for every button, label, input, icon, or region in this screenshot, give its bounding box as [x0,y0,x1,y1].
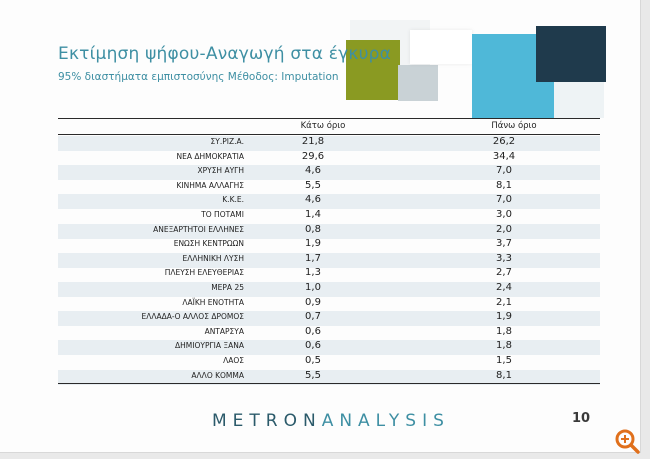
page-number: 10 [572,411,591,426]
lower-bound-value: 1,4 [305,209,321,220]
party-name: ΜΕΡΑ 25 [211,283,244,292]
table-row: ΔΗΜΙΟΥΡΓΙΑ ΞΑΝΑ 0,6 1,8 [58,340,600,356]
party-name: ΕΛΛΗΝΙΚΗ ΛΥΣΗ [182,253,245,263]
decorative-square-olive [346,40,400,100]
lower-bound-value: 1,0 [305,282,321,293]
decorative-square-grey [398,65,438,101]
party-name: ΛΑΪΚΗ ΕΝΟΤΗΤΑ [182,297,244,307]
metron-analysis-logo: METRONANALYSIS [212,411,450,431]
party-name: ΑΛΛΟ ΚΟΜΜΑ [191,370,244,380]
upper-bound-value: 3,0 [496,209,512,220]
party-name: ΑΝΕΞΑΡΤΗΤΟΙ ΕΛΛΗΝΕΣ [153,224,244,234]
table-row: ΧΡΥΣΗ ΑΥΓΗ 4,6 7,0 [58,165,600,181]
upper-bound-value: 7,0 [496,165,512,177]
table-row: ΕΛΛΑΔΑ-Ο ΑΛΛΟΣ ΔΡΟΜΟΣ 0,7 1,9 [58,311,600,327]
upper-bound-value: 1,8 [496,340,512,352]
party-name: ΛΑΟΣ [223,356,244,365]
lower-bound-value: 0,7 [305,311,321,323]
upper-bound-value: 2,0 [496,223,512,235]
magnifier-brand-icon [615,429,640,454]
lower-bound-value: 0,9 [305,296,321,308]
lower-bound-value: 4,6 [305,194,321,206]
upper-bound-value: 8,1 [496,179,512,191]
party-name: ΚΙΝΗΜΑ ΑΛΛΑΓΗΣ [176,180,244,190]
lower-bound-value: 0,6 [305,340,321,352]
lower-bound-value: 29,6 [301,150,325,162]
table-row: ΜΕΡΑ 25 1,0 2,4 [58,282,600,297]
table-row: ΑΝΕΞΑΡΤΗΤΟΙ ΕΛΛΗΝΕΣ 0,8 2,0 [58,223,600,239]
upper-bound-value: 3,7 [496,238,512,250]
table-top-rule [58,118,600,119]
decorative-square-pale [554,82,604,118]
table-row: ΝΕΑ ΔΗΜΟΚΡΑΤΙΑ 29,6 34,4 [58,151,600,166]
logo-part-analysis: ANALYSIS [321,411,450,431]
lower-bound-value: 1,9 [305,238,321,250]
party-name: ΝΕΑ ΔΗΜΟΚΡΑΤΙΑ [176,151,244,161]
party-name: ΤΟ ΠΟΤΑΜΙ [201,210,244,219]
logo-part-metron: METRON [212,411,322,431]
table-row: ΛΑΟΣ 0,5 1,5 [58,355,600,370]
table-row: ΤΟ ΠΟΤΑΜΙ 1,4 3,0 [58,209,600,224]
lower-bound-value: 21,8 [301,136,325,147]
page-title: Εκτίμηση ψήφου-Αναγωγή στα έγκυρα [58,44,392,64]
upper-bound-value: 1,5 [496,355,512,366]
page-subtitle: 95% διαστήματα εμπιστοσύνης Μέθοδος: Imp… [58,71,339,83]
slide-page: Εκτίμηση ψήφου-Αναγωγή στα έγκυρα 95% δι… [0,0,641,453]
lower-bound-value: 1,3 [305,267,321,279]
upper-bound-value: 1,9 [496,311,512,323]
party-name: ΧΡΥΣΗ ΑΥΓΗ [197,166,244,176]
table-row: ΛΑΪΚΗ ΕΝΟΤΗΤΑ 0,9 2,1 [58,297,600,312]
upper-bound-value: 26,2 [492,136,516,147]
table-row: ΠΛΕΥΣΗ ΕΛΕΥΘΕΡΙΑΣ 1,3 2,7 [58,267,600,282]
lower-bound-value: 0,5 [305,355,321,366]
upper-bound-value: 34,4 [492,150,516,162]
lower-bound-value: 4,6 [305,165,321,177]
upper-bound-value: 2,7 [496,267,512,279]
upper-bound-value: 2,1 [496,296,512,308]
party-name: ΑΝΤΑΡΣΥΑ [204,326,244,336]
column-header-upper: Πάνω όριο [491,121,537,131]
party-name: ΕΝΩΣΗ ΚΕΝΤΡΩΩΝ [173,239,244,249]
table-row: ΕΛΛΗΝΙΚΗ ΛΥΣΗ 1,7 3,3 [58,252,600,268]
lower-bound-value: 1,7 [305,252,321,264]
upper-bound-value: 2,4 [496,282,512,293]
table-row: ΕΝΩΣΗ ΚΕΝΤΡΩΩΝ 1,9 3,7 [58,238,600,253]
lower-bound-value: 0,6 [305,325,321,337]
column-header-lower: Κάτω όριο [300,121,346,131]
table-bottom-rule [58,383,600,384]
lower-bound-value: 5,5 [305,369,321,381]
party-name: ΕΛΛΑΔΑ-Ο ΑΛΛΟΣ ΔΡΟΜΟΣ [141,312,244,322]
party-name: ΣΥ.ΡΙΖ.Α. [210,137,244,146]
decorative-square-navy [536,26,606,82]
party-name: ΠΛΕΥΣΗ ΕΛΕΥΘΕΡΙΑΣ [164,268,244,278]
upper-bound-value: 3,3 [496,252,512,264]
party-name: ΔΗΜΙΟΥΡΓΙΑ ΞΑΝΑ [175,341,244,351]
table-row: ΣΥ.ΡΙΖ.Α. 21,8 26,2 [58,136,600,151]
table-row: ΚΙΝΗΜΑ ΑΛΛΑΓΗΣ 5,5 8,1 [58,180,600,195]
upper-bound-value: 1,8 [496,325,512,337]
table-row: ΑΛΛΟ ΚΟΜΜΑ 5,5 8,1 [58,369,600,385]
table-row: Κ.Κ.Ε. 4,6 7,0 [58,194,600,210]
upper-bound-value: 7,0 [496,194,512,206]
lower-bound-value: 5,5 [305,179,321,191]
upper-bound-value: 8,1 [496,369,512,381]
lower-bound-value: 0,8 [305,223,321,235]
party-name: Κ.Κ.Ε. [222,195,244,205]
table-header-rule [58,134,600,135]
table-row: ΑΝΤΑΡΣΥΑ 0,6 1,8 [58,326,600,341]
decorative-square-white [410,30,472,64]
